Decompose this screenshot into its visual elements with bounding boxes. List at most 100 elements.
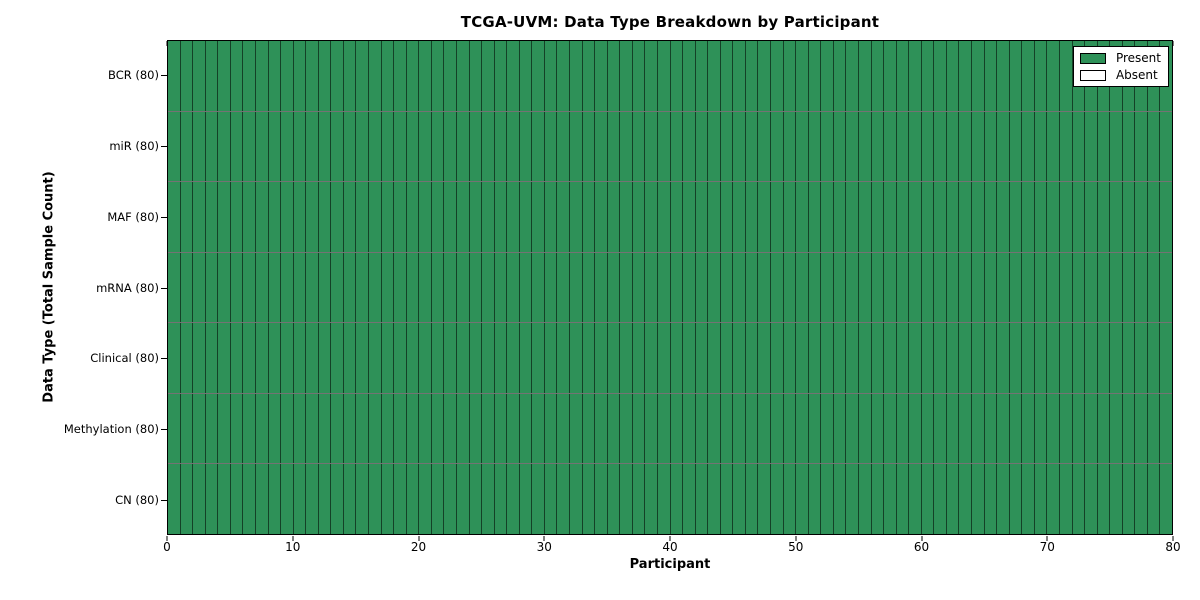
heatmap-cell — [381, 182, 395, 252]
heatmap-cell — [431, 41, 445, 111]
heatmap-cell — [858, 111, 872, 182]
heatmap-cell — [1072, 111, 1086, 182]
heatmap-cell — [896, 464, 910, 535]
heatmap-cell — [946, 182, 960, 252]
heatmap-cell — [494, 252, 508, 323]
heatmap-cell — [884, 41, 897, 111]
heatmap-cell — [1034, 464, 1048, 535]
heatmap-cell — [369, 41, 382, 111]
heatmap-cell — [557, 393, 570, 464]
heatmap-cell — [871, 252, 885, 323]
heatmap-cell — [168, 323, 181, 393]
x-tick-mark — [921, 536, 922, 541]
heatmap-cell — [708, 111, 721, 182]
heatmap-cell — [997, 464, 1010, 535]
heatmap-cell — [306, 393, 319, 464]
heatmap-cell — [783, 182, 797, 252]
heatmap-cell — [758, 252, 771, 323]
heatmap-cell — [168, 464, 181, 535]
heatmap-cell — [997, 111, 1010, 182]
heatmap-cell — [281, 464, 294, 535]
heatmap-cell — [632, 252, 646, 323]
heatmap-cell — [570, 111, 583, 182]
heatmap-cell — [771, 252, 784, 323]
heatmap-cell — [733, 252, 746, 323]
heatmap-cell — [771, 323, 784, 393]
heatmap-cell — [507, 252, 520, 323]
heatmap-cell — [934, 323, 947, 393]
heatmap-cell — [544, 393, 558, 464]
legend-label: Absent — [1115, 68, 1158, 82]
heatmap-cell — [293, 464, 307, 535]
heatmap-cell — [1059, 111, 1073, 182]
heatmap-cell — [720, 182, 734, 252]
heatmap-cell — [720, 323, 734, 393]
heatmap-cell — [331, 182, 344, 252]
heatmap-cell — [758, 182, 771, 252]
heatmap-cell — [833, 252, 847, 323]
heatmap-cell — [557, 252, 570, 323]
heatmap-cell — [1009, 252, 1023, 323]
heatmap-cell — [218, 111, 231, 182]
heatmap-row-mir — [168, 111, 1172, 183]
heatmap-cell — [444, 182, 457, 252]
heatmap-cell — [456, 252, 470, 323]
heatmap-cell — [896, 252, 910, 323]
heatmap-cell — [607, 182, 621, 252]
heatmap-cell — [557, 41, 570, 111]
heatmap-cell — [369, 323, 382, 393]
heatmap-cell — [796, 393, 809, 464]
y-axis-ticks-left — [161, 40, 167, 535]
heatmap-cell — [193, 464, 206, 535]
heatmap-cell — [519, 182, 533, 252]
heatmap-cell — [745, 182, 759, 252]
heatmap-cell — [343, 41, 357, 111]
heatmap-cell — [255, 111, 269, 182]
heatmap-cell — [343, 464, 357, 535]
heatmap-cell — [369, 252, 382, 323]
heatmap-cell — [1009, 464, 1023, 535]
heatmap-cell — [356, 393, 369, 464]
heatmap-cell — [708, 323, 721, 393]
heatmap-cell — [205, 41, 219, 111]
heatmap-cell — [959, 182, 972, 252]
heatmap-cell — [343, 252, 357, 323]
heatmap-cell — [796, 252, 809, 323]
x-tick-mark — [1172, 41, 1174, 46]
heatmap-cell — [972, 182, 985, 252]
heatmap-cell — [733, 41, 746, 111]
heatmap-cell — [745, 111, 759, 182]
heatmap-cell — [582, 323, 596, 393]
heatmap-cell — [582, 111, 596, 182]
heatmap-cell — [909, 41, 922, 111]
heatmap-cell — [1085, 323, 1098, 393]
heatmap-cell — [1047, 41, 1060, 111]
heatmap-cell — [733, 393, 746, 464]
heatmap-cell — [645, 393, 658, 464]
heatmap-cell — [406, 393, 420, 464]
heatmap-cell — [532, 464, 545, 535]
heatmap-cell — [846, 41, 859, 111]
heatmap-cell — [544, 111, 558, 182]
heatmap-cell — [720, 252, 734, 323]
heatmap-cell — [858, 182, 872, 252]
heatmap-cell — [745, 323, 759, 393]
heatmap-cell — [281, 111, 294, 182]
heatmap-cell — [544, 252, 558, 323]
heatmap-cell — [306, 323, 319, 393]
heatmap-cell — [771, 464, 784, 535]
heatmap-cell — [846, 182, 859, 252]
heatmap-cell — [356, 323, 369, 393]
heatmap-cell — [683, 464, 696, 535]
heatmap-cell — [1059, 464, 1073, 535]
heatmap-cell — [369, 111, 382, 182]
heatmap-cell — [595, 111, 608, 182]
heatmap-cell — [519, 393, 533, 464]
heatmap-cell — [695, 323, 709, 393]
heatmap-cell — [946, 111, 960, 182]
heatmap-cell — [482, 393, 495, 464]
heatmap-cell — [1022, 182, 1035, 252]
heatmap-cell — [1160, 182, 1172, 252]
heatmap-cell — [544, 182, 558, 252]
heatmap-cell — [884, 464, 897, 535]
